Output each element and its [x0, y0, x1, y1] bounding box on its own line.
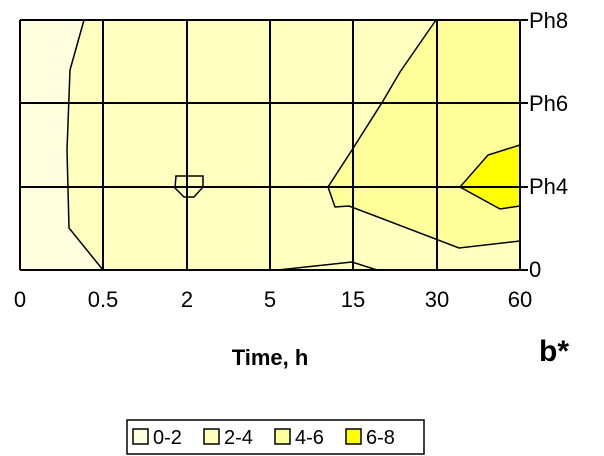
y-tick-label-1: Ph4 [529, 174, 568, 199]
gridlines [19, 19, 521, 271]
legend: 0-2 2-4 4-6 6-8 [126, 419, 425, 455]
x-tick-labels: 0 0.5 2 5 15 30 60 [14, 287, 532, 312]
x-tick-label-1: 0.5 [88, 287, 119, 312]
legend-item-6-8: 6-8 [345, 427, 395, 449]
legend-label-2-4: 2-4 [224, 427, 253, 449]
legend-swatch-2-4 [203, 428, 220, 445]
legend-label-0-2: 0-2 [153, 427, 182, 449]
y-tick-labels: 0 Ph4 Ph6 Ph8 [529, 8, 568, 282]
x-tick-label-0: 0 [14, 287, 26, 312]
legend-item-4-6: 4-6 [274, 427, 324, 449]
x-tick-label-5: 30 [425, 287, 449, 312]
legend-swatch-6-8 [345, 428, 362, 445]
legend-box [126, 419, 425, 455]
contour-2-line [66, 19, 104, 271]
legend-item-2-4: 2-4 [203, 427, 253, 449]
x-tick-label-6: 60 [508, 287, 532, 312]
y-tick-label-2: Ph6 [529, 91, 568, 116]
chart-title: b* [539, 335, 569, 368]
legend-swatch-4-6 [274, 428, 291, 445]
x-tick-label-3: 5 [264, 287, 276, 312]
plot-area [19, 19, 528, 271]
legend-item-0-2: 0-2 [132, 427, 182, 449]
band-6-8-region [460, 145, 520, 209]
right-axis-ticks [520, 19, 528, 271]
legend-swatch-0-2 [132, 428, 149, 445]
y-tick-label-3: Ph8 [529, 8, 568, 33]
y-tick-label-0: 0 [529, 257, 541, 282]
legend-label-6-8: 6-8 [366, 427, 395, 449]
x-axis-title: Time, h [232, 345, 309, 370]
x-tick-label-2: 2 [181, 287, 193, 312]
legend-label-4-6: 4-6 [295, 427, 324, 449]
x-tick-label-4: 15 [341, 287, 365, 312]
